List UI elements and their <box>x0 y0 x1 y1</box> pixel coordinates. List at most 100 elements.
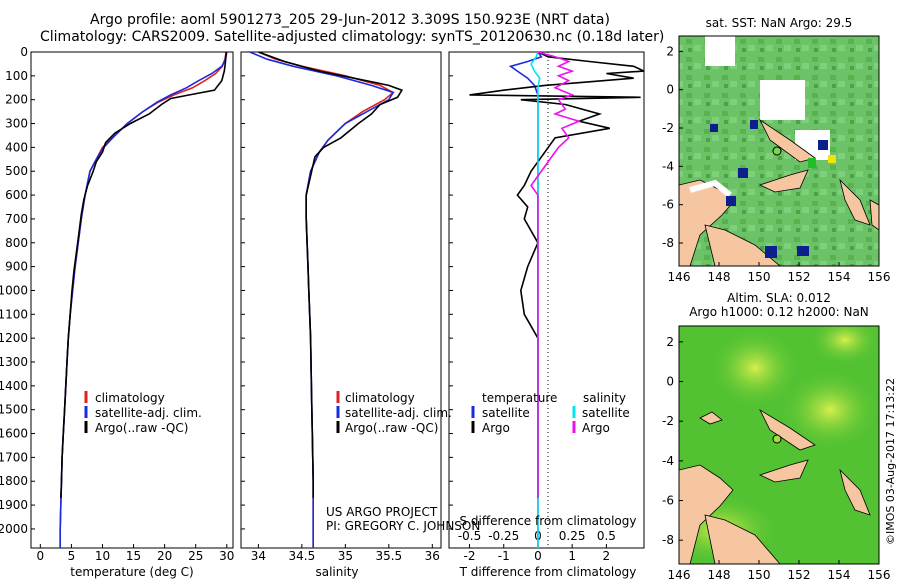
y-tick-label: 1700 <box>0 450 28 464</box>
series-line-climatology <box>59 52 227 548</box>
s-difference-axis-label: S difference from climatology <box>460 514 637 528</box>
sst-lat-ticks: 2 0 -2 -4 -6 -8 <box>662 44 683 250</box>
sst-map-title: sat. SST: NaN Argo: 29.5 <box>706 16 853 30</box>
legend-argo-label: Argo(..raw -QC) <box>345 421 438 435</box>
lat-tick-label: 0 <box>666 375 674 389</box>
y-tick-label: 1100 <box>0 307 28 321</box>
temperature-panel: 0100200300400500600700800900100011001200… <box>0 45 234 579</box>
sla-lon-ticks: 146 148 150 152 154 156 <box>668 560 891 580</box>
salinity-axis-ticks: 34 34.5 35 35.5 36 <box>251 544 440 563</box>
x-tick-label: 34.5 <box>289 549 316 563</box>
salinity-depth-ticks <box>241 51 245 530</box>
salinity-plot-frame <box>240 51 442 549</box>
figure-subtitle: Climatology: CARS2009. Satellite-adjuste… <box>40 29 665 45</box>
x-tick-label: 2 <box>603 549 611 563</box>
s-tick-label: -0.25 <box>488 529 519 543</box>
legend-t-satellite-label: satellite <box>482 406 530 420</box>
legend-climatology-label: climatology <box>345 391 415 405</box>
lat-tick-label: 0 <box>666 83 674 97</box>
sla-map-image <box>679 326 879 564</box>
salinity-axis-label: salinity <box>315 565 358 579</box>
series-line-argo <box>258 52 404 498</box>
x-tick-label: 35 <box>338 549 353 563</box>
sla-map-title: Altim. SLA: 0.012 <box>727 291 831 305</box>
temperature-profiles <box>59 52 228 548</box>
difference-profiles <box>469 52 644 548</box>
lon-tick-label: 154 <box>828 568 851 580</box>
x-tick-label: 10 <box>95 549 110 563</box>
lon-tick-label: 148 <box>708 270 731 284</box>
x-tick-label: 36 <box>425 549 440 563</box>
series-line-s-argo <box>530 52 582 498</box>
x-tick-label: 5 <box>68 549 76 563</box>
x-tick-label: 20 <box>157 549 172 563</box>
s-tick-label: 0.25 <box>559 529 586 543</box>
difference-legend: temperature satellite Argo salinity sate… <box>471 391 630 435</box>
s-tick-label: -0.5 <box>458 529 481 543</box>
imos-credit: ©IMOS 03-Aug-2017 17:13:22 <box>884 378 897 545</box>
y-tick-label: 300 <box>5 117 28 131</box>
project-credit-line2: PI: GREGORY C. JOHNSON <box>326 519 480 533</box>
sst-lon-ticks: 146 148 150 152 154 156 <box>668 262 890 284</box>
y-tick-label: 1000 <box>0 283 28 297</box>
sst-map-panel: sat. SST: NaN Argo: 29.5 146 148 150 <box>662 16 890 284</box>
y-tick-label: 1500 <box>0 403 28 417</box>
lat-tick-label: -8 <box>662 236 674 250</box>
temperature-axis-ticks: 0 5 10 15 20 25 30 <box>37 544 234 563</box>
lon-tick-label: 152 <box>788 270 811 284</box>
x-tick-label: 0 <box>37 549 45 563</box>
sst-map-image <box>679 36 879 266</box>
x-tick-label: 34 <box>251 549 266 563</box>
lat-tick-label: -6 <box>662 494 674 508</box>
lat-tick-label: 2 <box>666 44 674 58</box>
y-tick-label: 0 <box>20 45 28 59</box>
argo-location-marker <box>772 434 782 444</box>
lon-tick-label: 154 <box>828 270 851 284</box>
y-tick-label: 900 <box>5 260 28 274</box>
difference-panel: -2 -1 0 1 2-0.5 -0.25 0 0.25 0.5 T difference fr… <box>448 51 645 579</box>
lat-tick-label: -4 <box>662 159 674 173</box>
series-line-t-argo <box>469 52 644 498</box>
y-tick-label: 2000 <box>0 522 28 536</box>
sla-map-frame <box>678 325 880 565</box>
difference-depth-ticks <box>449 51 453 530</box>
legend-climatology-label: climatology <box>95 391 165 405</box>
temperature-legend: climatology satellite-adj. clim. Argo(..… <box>84 391 202 435</box>
sla-map-subtitle: Argo h1000: 0.12 h2000: NaN <box>689 305 869 319</box>
salinity-legend: climatology satellite-adj. clim. Argo(..… <box>336 391 452 435</box>
lon-tick-label: 156 <box>868 568 891 580</box>
lon-tick-label: 150 <box>748 568 771 580</box>
argo-location-marker <box>772 146 782 156</box>
y-tick-label: 200 <box>5 93 28 107</box>
lon-tick-label: 146 <box>668 568 691 580</box>
y-tick-label: 600 <box>5 188 28 202</box>
legend-s-satellite-label: satellite <box>582 406 630 420</box>
lat-tick-label: -8 <box>662 533 674 547</box>
sla-map-panel: Altim. SLA: 0.012 Argo h1000: 0.12 h2000… <box>662 291 897 580</box>
x-tick-label: 0 <box>534 549 542 563</box>
difference-axis-ticks: -2 -1 0 1 2-0.5 -0.25 0 0.25 0.5 <box>458 529 616 563</box>
project-credit-line1: US ARGO PROJECT <box>326 505 438 519</box>
x-tick-label: -1 <box>498 549 510 563</box>
salinity-panel: 34 34.5 35 35.5 36 salinity climatology sate… <box>240 51 480 579</box>
y-tick-label: 100 <box>5 69 28 83</box>
legend-s-argo-label: Argo <box>582 421 610 435</box>
sst-map-frame <box>678 35 880 267</box>
y-tick-label: 1800 <box>0 474 28 488</box>
legend-t-argo-label: Argo <box>482 421 510 435</box>
y-tick-label: 500 <box>5 164 28 178</box>
x-tick-label: -2 <box>464 549 476 563</box>
y-tick-label: 400 <box>5 140 28 154</box>
series-line-satellite-adj-clim- <box>249 52 395 548</box>
y-tick-label: 800 <box>5 236 28 250</box>
y-tick-label: 700 <box>5 212 28 226</box>
legend-argo-label: Argo(..raw -QC) <box>95 421 188 435</box>
series-line-t-satellite <box>508 52 543 548</box>
series-line-argo <box>60 52 227 498</box>
y-tick-label: 1400 <box>0 379 28 393</box>
s-tick-label: 0.5 <box>597 529 616 543</box>
x-tick-label: 1 <box>568 549 576 563</box>
salinity-profiles <box>249 52 404 548</box>
temperature-plot-frame <box>30 51 234 549</box>
